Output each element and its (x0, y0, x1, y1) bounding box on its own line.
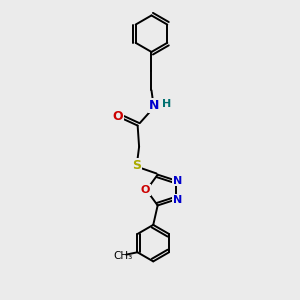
Text: N: N (148, 99, 159, 112)
Text: N: N (173, 176, 182, 185)
Text: H: H (162, 99, 171, 109)
Text: S: S (132, 159, 141, 172)
Text: CH₃: CH₃ (114, 251, 133, 261)
Text: N: N (173, 195, 182, 205)
Text: O: O (141, 185, 150, 195)
Text: O: O (112, 110, 123, 123)
